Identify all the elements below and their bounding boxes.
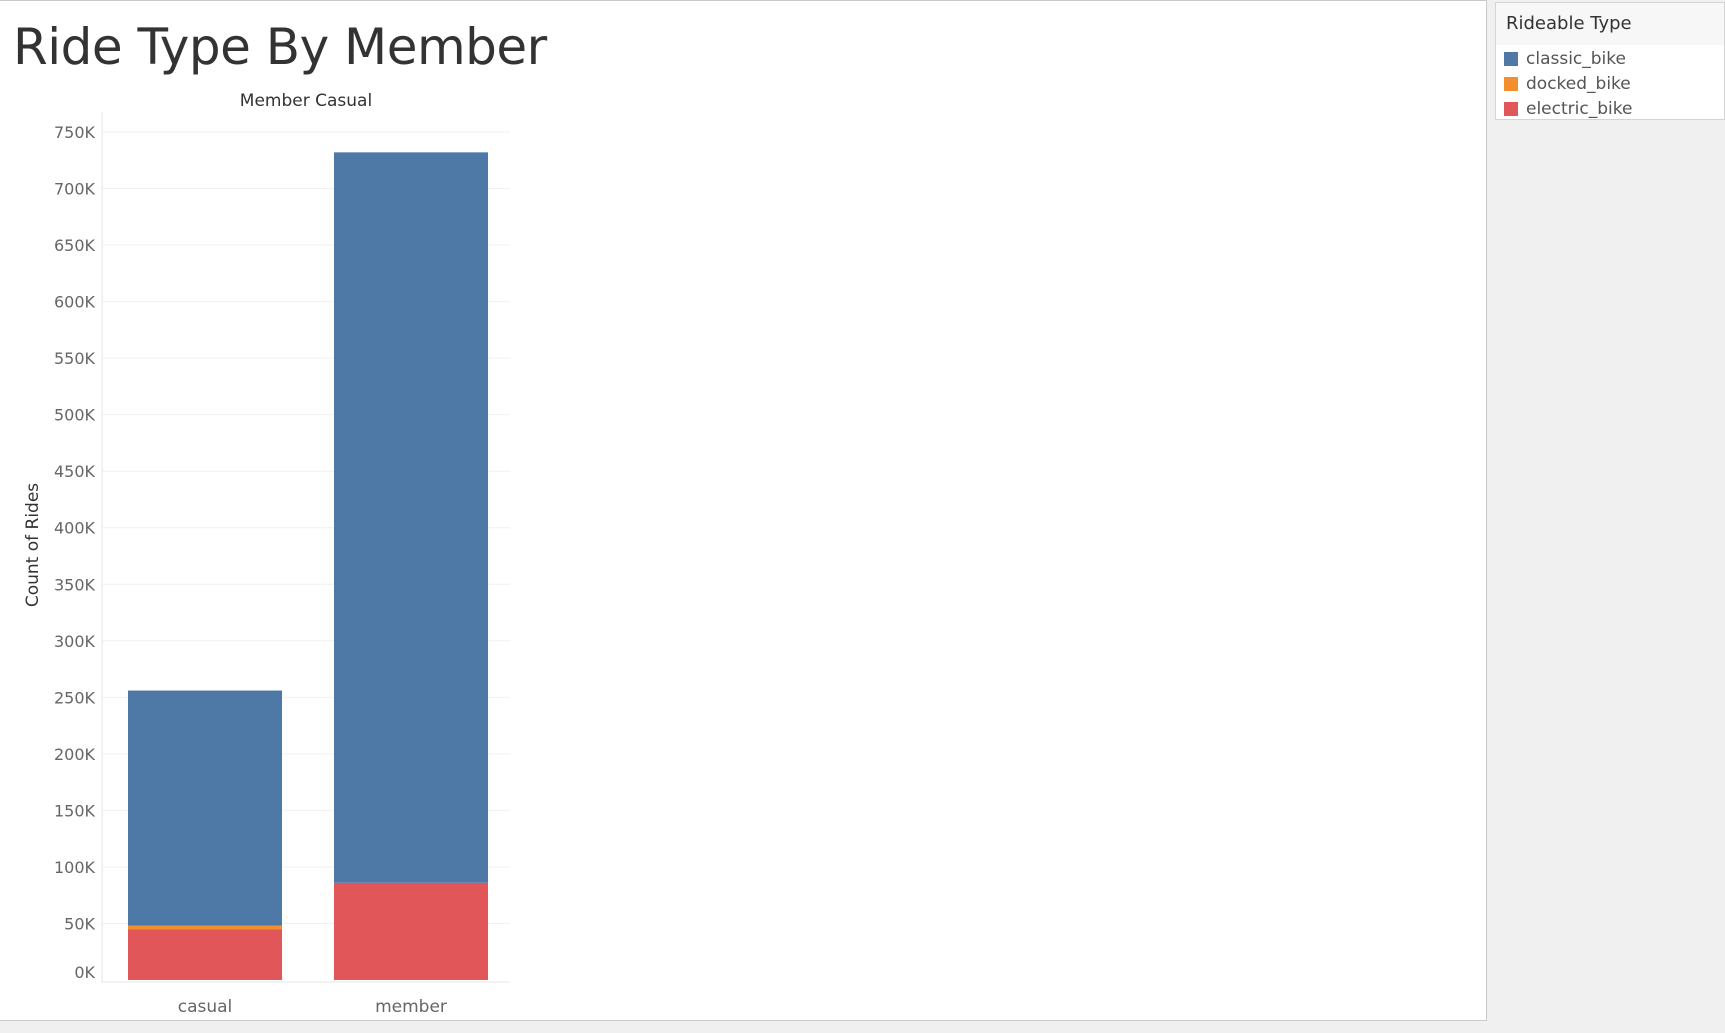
bar-segment-member-classic-bike[interactable] (334, 152, 488, 883)
y-tick-label: 650K (54, 236, 96, 255)
legend-panel: Rideable Type classic_bike docked_bike e… (1495, 2, 1725, 120)
y-axis-label: Count of Rides (23, 483, 43, 607)
y-tick-label: 500K (54, 406, 96, 425)
bottom-strip (0, 1021, 1725, 1033)
legend-header (1496, 3, 1724, 45)
legend-item-docked-bike[interactable]: docked_bike (1504, 73, 1631, 95)
bar-segment-casual-docked-bike[interactable] (128, 925, 282, 930)
x-tick-label: casual (178, 997, 233, 1017)
y-tick-label: 200K (54, 745, 96, 764)
legend-swatch (1504, 102, 1518, 116)
y-tick-label: 0K (74, 963, 95, 982)
bars (128, 152, 488, 980)
legend-item-classic-bike[interactable]: classic_bike (1504, 48, 1626, 70)
y-tick-label: 400K (54, 519, 96, 538)
bar-segment-casual-classic-bike[interactable] (128, 690, 282, 926)
y-tick-label: 50K (64, 914, 95, 933)
legend-label: electric_bike (1526, 99, 1633, 119)
y-tick-label: 750K (54, 123, 96, 142)
legend-swatch (1504, 77, 1518, 91)
bar-segment-member-electric-bike[interactable] (334, 882, 488, 980)
y-tick-label: 700K (54, 180, 96, 199)
y-tick-label: 150K (54, 801, 96, 820)
stacked-bar-chart: 0K 50K 100K 150K 200K 250K 300K 350K 400K 450K 500… (23, 91, 510, 1017)
y-tick-label: 550K (54, 349, 96, 368)
x-tick-label: member (375, 997, 447, 1017)
legend-label: docked_bike (1526, 74, 1631, 94)
legend-swatch (1504, 52, 1518, 66)
y-tick-label: 600K (54, 293, 96, 312)
bar-segment-casual-electric-bike[interactable] (128, 929, 282, 980)
axes: 0K 50K 100K 150K 200K 250K 300K 350K 400K 450K 500… (54, 112, 510, 1017)
y-tick-label: 300K (54, 632, 96, 651)
legend-item-electric-bike[interactable]: electric_bike (1504, 98, 1632, 120)
y-tick-label: 100K (54, 858, 96, 877)
legend-label: classic_bike (1526, 49, 1626, 69)
legend-title: Rideable Type (1506, 13, 1632, 34)
page-title: Ride Type By Member (13, 18, 547, 76)
y-tick-label: 450K (54, 462, 96, 481)
chart-title: Member Casual (240, 91, 372, 111)
y-tick-label: 250K (54, 688, 96, 707)
y-tick-label: 350K (54, 575, 96, 594)
